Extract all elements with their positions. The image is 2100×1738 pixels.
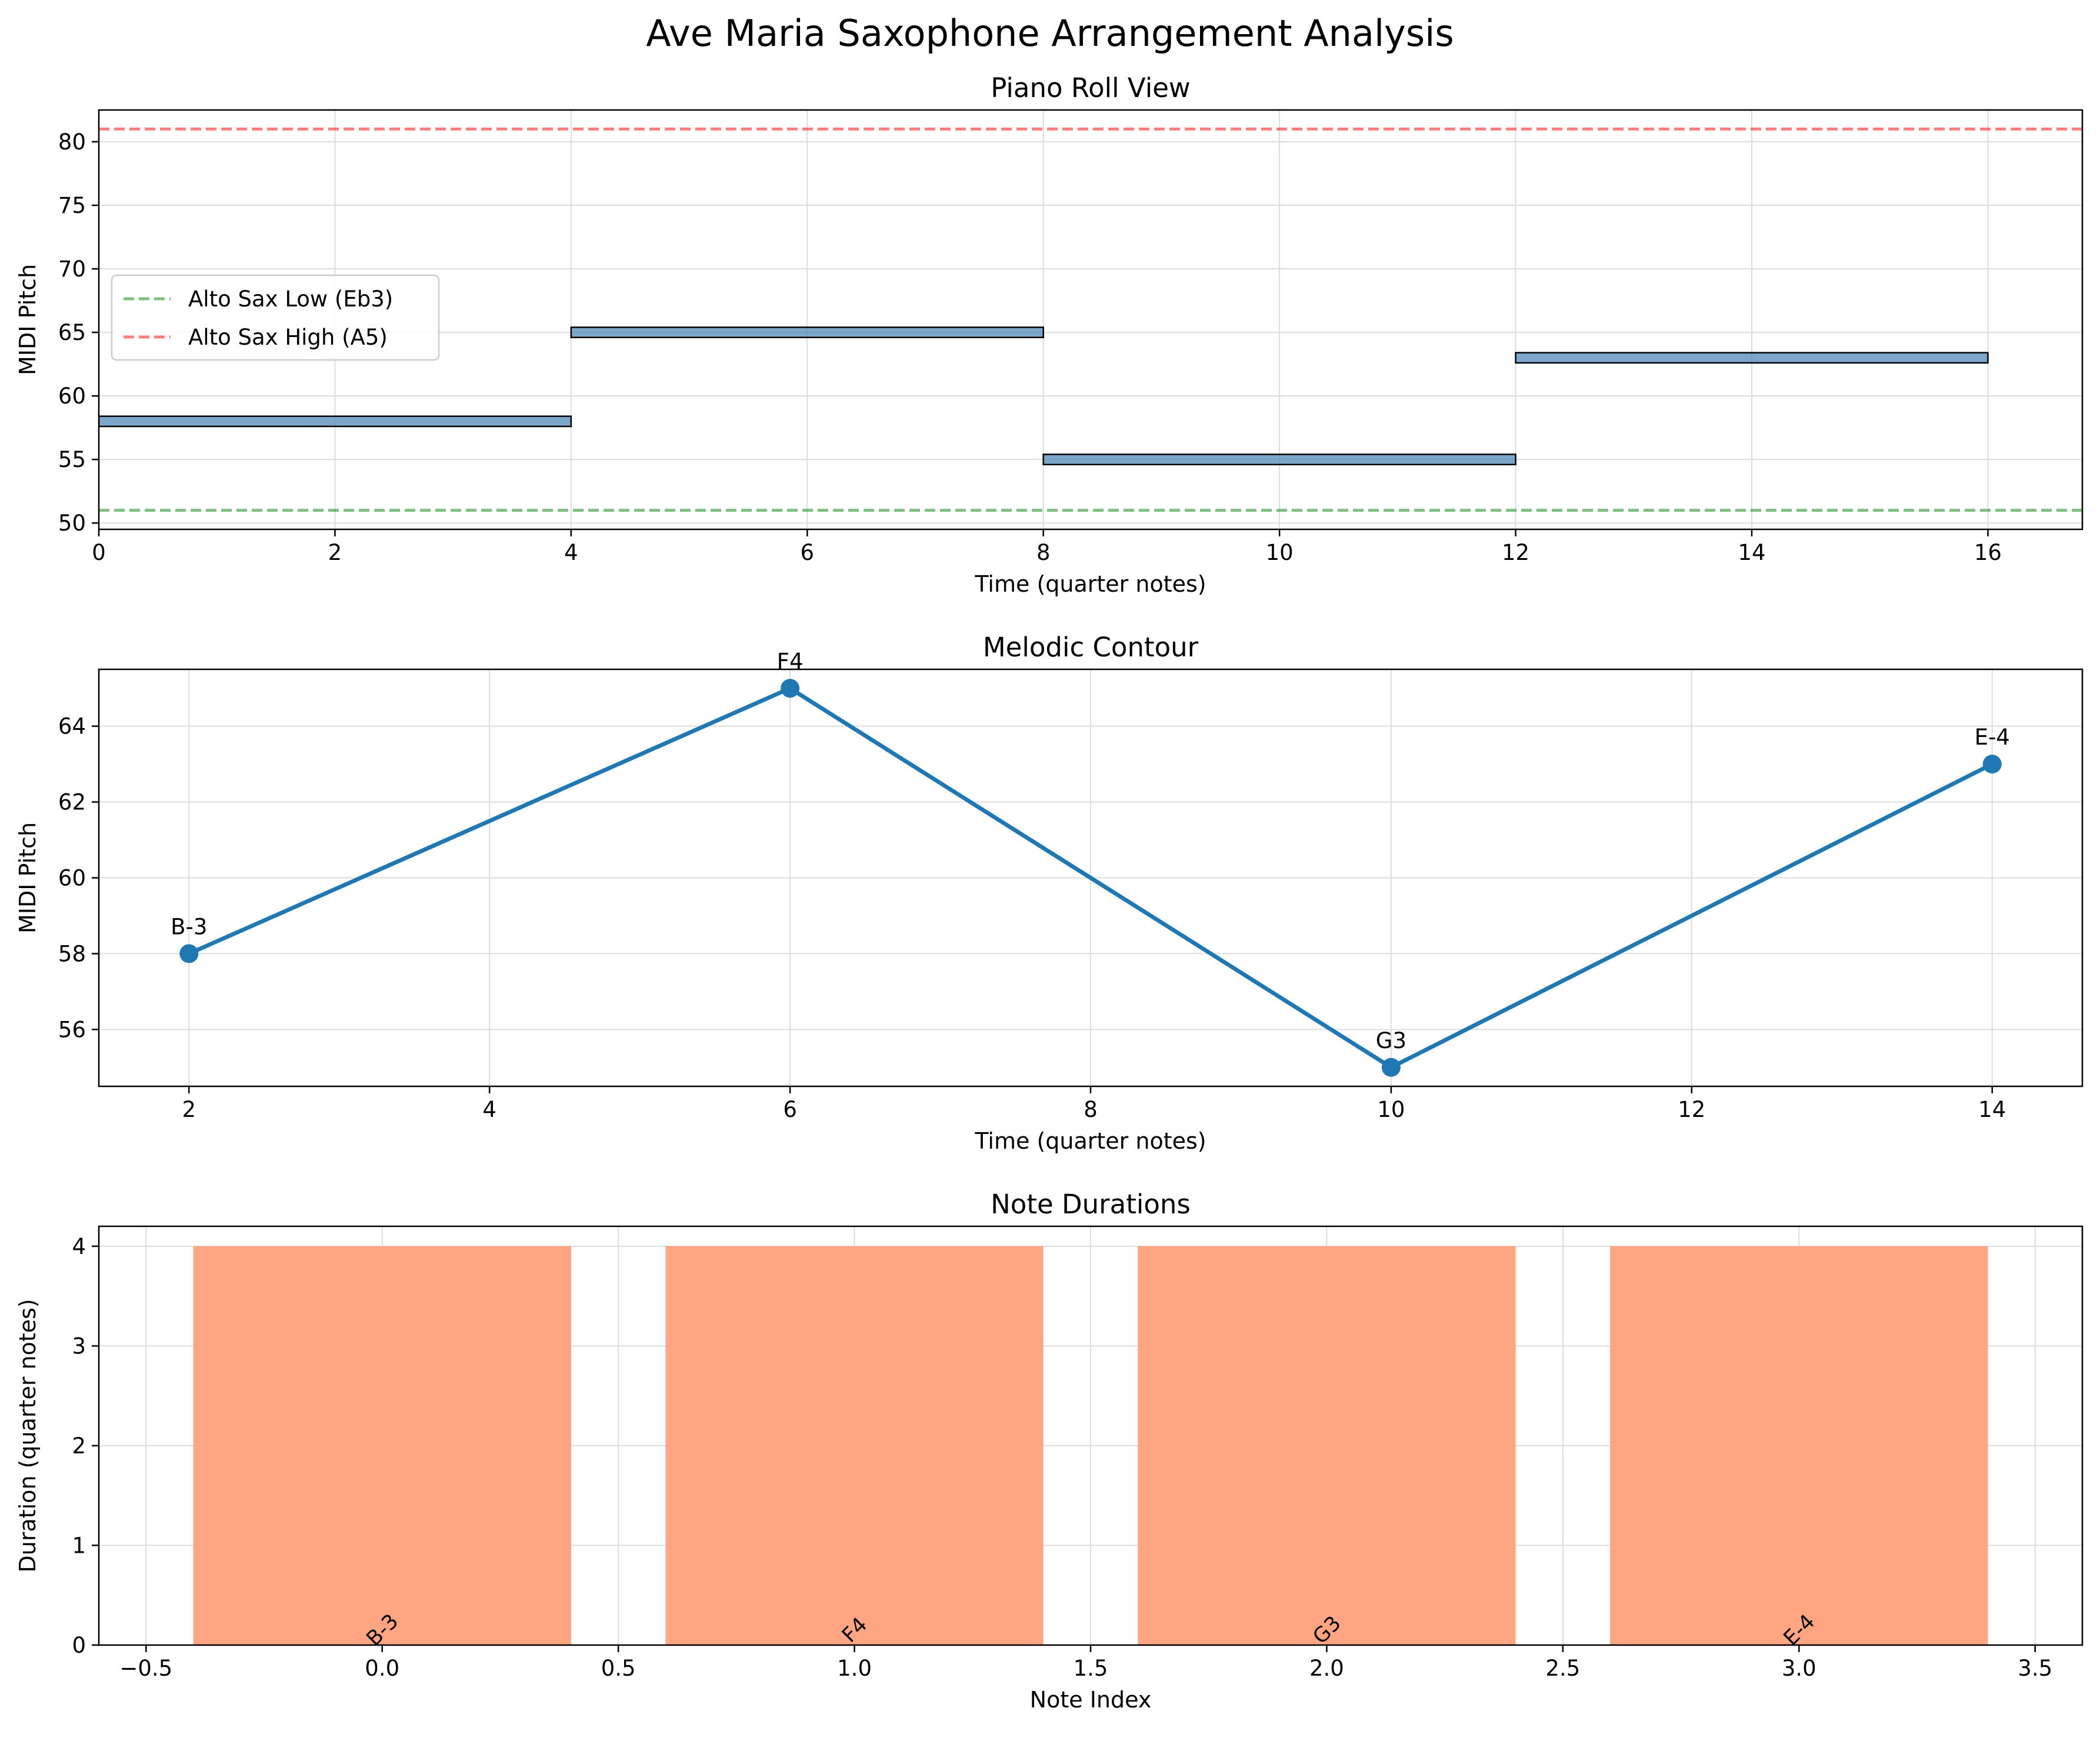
y-tick-label: 50 (58, 511, 86, 536)
note-name-label: G3 (1376, 1028, 1406, 1053)
x-axis-label: Time (quarter notes) (974, 1128, 1206, 1154)
x-tick-label: −0.5 (119, 1656, 172, 1681)
duration-bar (665, 1246, 1044, 1645)
x-tick-label: 3.5 (2018, 1656, 2052, 1681)
legend-label: Alto Sax Low (Eb3) (188, 286, 393, 312)
legend-frame (111, 274, 440, 361)
contour-point (179, 944, 199, 963)
x-tick-label: 2.5 (1545, 1656, 1580, 1681)
y-tick-label: 3 (72, 1333, 86, 1359)
duration-bar (1610, 1246, 1988, 1645)
x-tick-label: 12 (1502, 540, 1529, 565)
x-tick-label: 16 (1974, 540, 2002, 565)
axes-frame (98, 1225, 2084, 1646)
y-tick-label: 1 (72, 1533, 86, 1558)
y-tick-label: 60 (58, 383, 86, 409)
x-tick-label: 2 (328, 540, 342, 565)
x-tick-label: 0.0 (365, 1656, 399, 1681)
x-axis-label: Time (quarter notes) (974, 571, 1206, 597)
y-tick-label: 0 (72, 1633, 86, 1658)
note-durations-axes: −0.5 0.0 0.5 1.0 1.5 2.0 2.5 3.0 3.5 0 1 2 3 4 Note In… (15, 1189, 2084, 1713)
note-bar (1515, 352, 1989, 364)
y-tick-label: 60 (58, 866, 86, 891)
x-tick-label: 2 (182, 1097, 196, 1122)
note-name-label: E-4 (1975, 725, 2010, 750)
x-tick-label: 0.5 (601, 1656, 636, 1681)
axes-title: Note Durations (991, 1189, 1191, 1220)
duration-bar (193, 1246, 571, 1645)
x-tick-label: 4 (482, 1097, 496, 1122)
y-tick-label: 2 (72, 1433, 86, 1459)
x-tick-label: 12 (1678, 1097, 1705, 1122)
contour-point (1381, 1058, 1401, 1077)
y-axis-label: MIDI Pitch (15, 264, 41, 375)
x-axis-label: Note Index (1030, 1687, 1152, 1713)
x-tick-label: 8 (1036, 540, 1051, 565)
x-tick-label: 8 (1084, 1097, 1098, 1122)
x-tick-label: 10 (1377, 1097, 1405, 1122)
y-tick-label: 62 (58, 790, 86, 815)
axes-frame (98, 668, 2084, 1087)
contour-point (1982, 755, 2002, 774)
plot-area (193, 1246, 1988, 1645)
x-tick-label: 3.0 (1782, 1656, 1816, 1681)
note-bar (99, 415, 572, 428)
y-tick-label: 65 (58, 320, 86, 345)
melodic-contour-axes: 2 4 6 8 10 12 14 56 58 60 62 64 Time (quarter notes)… (15, 632, 2084, 1154)
y-tick-label: 55 (58, 447, 86, 472)
x-tick-label: 6 (801, 540, 815, 565)
y-tick-label: 56 (58, 1017, 86, 1042)
y-tick-label: 4 (72, 1234, 86, 1259)
x-tick-label: 1.0 (837, 1656, 872, 1681)
y-tick-label: 80 (58, 129, 86, 155)
axes-title: Piano Roll View (991, 72, 1190, 104)
x-tick-label: 10 (1266, 540, 1294, 565)
duration-bar (1138, 1246, 1516, 1645)
x-tick-label: 2.0 (1309, 1656, 1344, 1681)
plot-area (188, 686, 1994, 1070)
axes-frame (98, 109, 2084, 531)
note-bar (1042, 453, 1516, 466)
x-tick-label: 14 (1738, 540, 1765, 565)
note-name-label: F4 (777, 649, 804, 674)
legend: Alto Sax Low (Eb3) Alto Sax High (A5) (111, 274, 440, 361)
legend-label: Alto Sax High (A5) (188, 325, 388, 350)
y-axis-label: Duration (quarter notes) (15, 1299, 41, 1572)
plot-area (99, 127, 2082, 512)
x-tick-label: 4 (564, 540, 578, 565)
contour-line (188, 686, 1994, 1070)
x-tick-label: 6 (783, 1097, 797, 1122)
figure-title: Ave Maria Saxophone Arrangement Analysis (646, 12, 1454, 55)
axes-title: Melodic Contour (983, 632, 1199, 663)
x-tick-label: 14 (1978, 1097, 2006, 1122)
y-tick-label: 64 (58, 714, 86, 739)
y-tick-label: 75 (58, 193, 86, 218)
x-tick-label: 0 (92, 540, 106, 565)
y-tick-label: 70 (58, 256, 86, 282)
contour-point (781, 679, 800, 698)
y-tick-label: 58 (58, 941, 86, 966)
x-tick-label: 1.5 (1074, 1656, 1108, 1681)
note-name-label: B-3 (171, 914, 207, 939)
note-bar (570, 326, 1044, 338)
y-axis-label: MIDI Pitch (15, 822, 41, 933)
piano-roll-axes: 0 2 4 6 8 10 12 14 16 50 55 60 65 70 75 80 Time (quarter… (15, 72, 2084, 597)
